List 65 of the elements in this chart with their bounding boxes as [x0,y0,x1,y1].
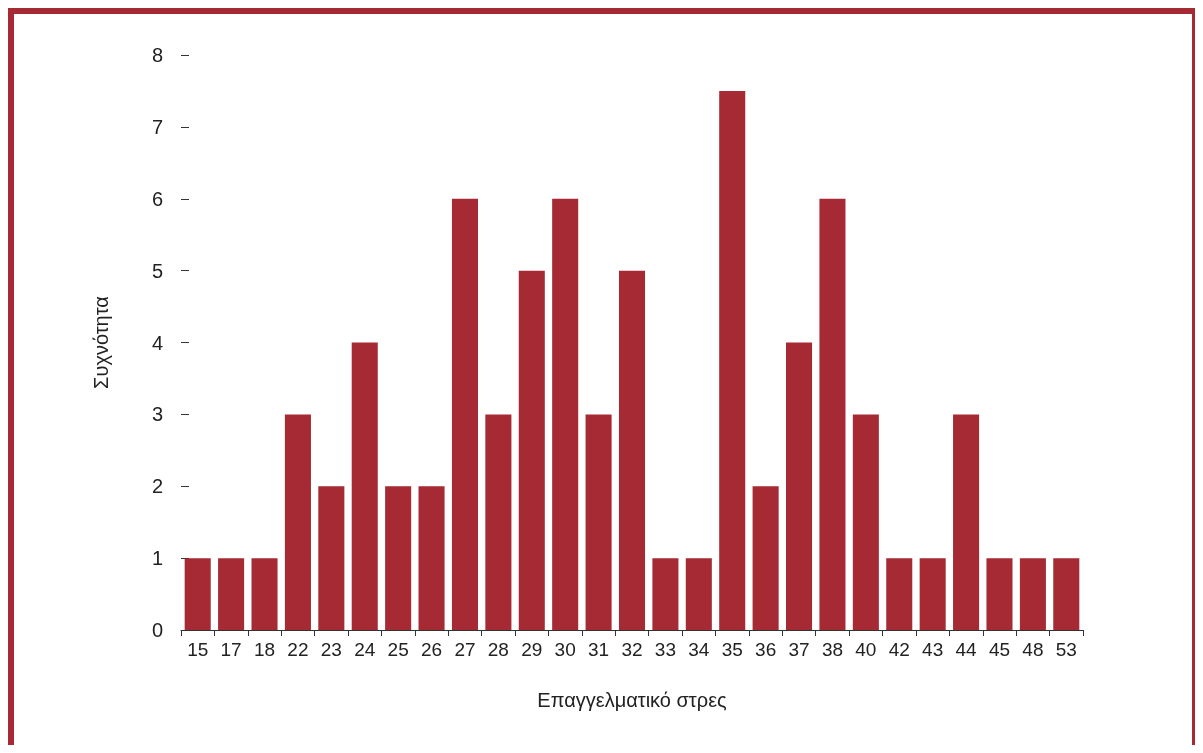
bar [886,558,913,630]
bar [719,90,746,630]
bar [953,414,980,630]
bar [451,198,478,630]
x-tick-label: 45 [988,639,1011,660]
bar [351,342,378,630]
x-tick-label: 32 [621,639,643,660]
x-tick-label: 42 [888,639,910,660]
bar [919,558,946,630]
x-tick-label: 38 [821,639,844,660]
bar [218,558,245,630]
bar [485,414,512,630]
bar [786,342,813,630]
x-tick-label: 31 [588,639,610,660]
y-tick-label: 8 [151,44,163,66]
x-tick-label: 40 [855,639,877,660]
x-tick-label: 15 [187,639,209,660]
y-axis-title: Συχνότητα [90,296,112,389]
bar [284,414,311,630]
y-tick-label: 0 [151,619,163,641]
x-tick-label: 35 [721,639,743,660]
y-tick-label: 3 [151,403,163,426]
bar [986,558,1013,630]
x-tick-label: 44 [955,639,978,660]
x-tick-label: 23 [320,639,342,660]
x-tick-label: 34 [688,639,710,660]
x-tick-label: 17 [220,639,242,660]
x-tick-label: 22 [287,639,309,660]
y-tick-label: 6 [151,187,163,210]
bar [819,198,846,630]
x-tick-label: 37 [788,639,810,660]
bar [552,198,579,630]
bar [251,558,278,630]
x-tick-label: 26 [420,639,443,660]
x-tick-label: 25 [387,639,409,660]
y-tick-label: 4 [151,331,163,354]
x-tick-label: 43 [922,639,944,660]
bar [752,486,779,630]
bar [618,270,646,630]
x-tick-label: 27 [454,639,476,660]
y-tick-label: 1 [151,547,163,570]
bar [1019,558,1046,630]
y-tick-label: 5 [151,259,163,282]
bar [518,270,545,630]
x-tick-label: 28 [487,639,509,660]
x-tick-label: 18 [253,639,276,660]
bar [385,486,412,630]
x-tick-label: 48 [1022,639,1044,660]
bar [652,558,679,630]
x-tick-label: 36 [755,639,777,660]
bar [418,486,445,630]
y-tick-label: 2 [151,475,163,498]
y-tick-label: 7 [151,115,163,138]
x-tick-label: 53 [1055,639,1077,660]
bar [685,558,712,630]
bar [318,486,345,630]
x-tick-label: 29 [521,639,543,660]
bar [1053,558,1080,630]
bar [585,414,612,630]
x-tick-label: 24 [354,639,376,660]
bar [184,558,211,630]
x-tick-label: 30 [554,639,576,660]
x-tick-label: 33 [654,639,676,660]
bar [852,414,879,630]
x-axis-title: Επαγγελματικό στρες [537,689,728,711]
